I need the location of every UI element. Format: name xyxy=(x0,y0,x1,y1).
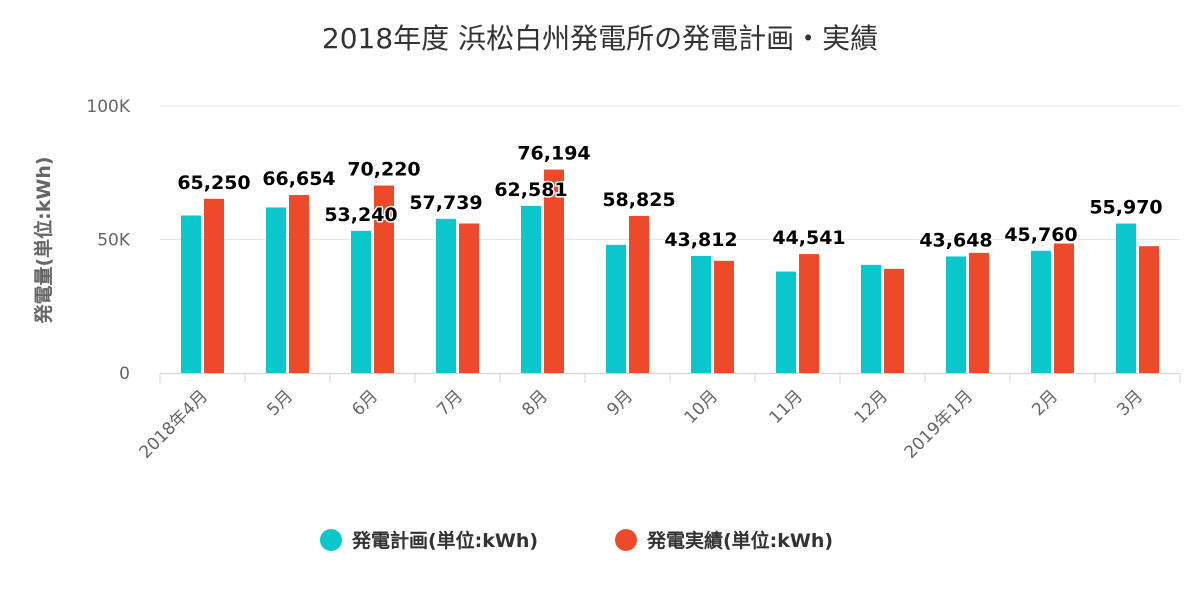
x-tick-label: 2018年4月 xyxy=(136,386,212,462)
x-tick-label: 8月 xyxy=(518,386,552,420)
data-label: 70,220 xyxy=(347,159,420,181)
legend-label: 発電実績(単位:kWh) xyxy=(646,529,833,552)
bar[interactable] xyxy=(1139,246,1159,373)
bar[interactable] xyxy=(799,254,819,373)
x-tick-label: 9月 xyxy=(603,386,637,420)
data-labels: 65,250 66,654 53,240 70,220 57,739 62,581 76,1… xyxy=(176,141,1164,253)
bar[interactable] xyxy=(266,207,286,373)
bar[interactable] xyxy=(969,252,989,373)
bar[interactable] xyxy=(606,244,626,373)
bar[interactable] xyxy=(544,169,564,373)
legend[interactable]: 発電計画(単位:kWh) 発電実績(単位:kWh) xyxy=(320,529,833,552)
x-tick-label: 11月 xyxy=(766,386,807,427)
x-tick-label: 2月 xyxy=(1028,386,1062,420)
bar[interactable] xyxy=(691,256,711,373)
bar[interactable] xyxy=(714,260,734,373)
x-tick-label: 5月 xyxy=(263,386,297,420)
y-axis-label: 発電量(単位:kWh) xyxy=(32,156,55,324)
y-axis-ticks: 0 50K 100K xyxy=(86,97,130,384)
bar[interactable] xyxy=(289,195,309,373)
grid xyxy=(160,105,1180,240)
x-tick-label: 10月 xyxy=(681,386,722,427)
y-tick-label: 100K xyxy=(86,97,130,117)
chart-title: 2018年度 浜松白州発電所の発電計画・実績 xyxy=(322,22,878,55)
data-label: 65,250 xyxy=(177,172,250,194)
bar[interactable] xyxy=(884,268,904,373)
data-label: 57,739 xyxy=(409,192,482,214)
bar[interactable] xyxy=(204,198,224,373)
bar[interactable] xyxy=(1031,250,1051,373)
bar[interactable] xyxy=(946,256,966,373)
data-label: 44,541 xyxy=(772,227,845,249)
data-label: 66,654 xyxy=(262,168,335,190)
bar[interactable] xyxy=(436,218,456,373)
x-tick-label: 2019年1月 xyxy=(901,386,977,462)
x-tick-label: 7月 xyxy=(433,386,467,420)
data-label: 53,240 xyxy=(324,204,397,226)
data-label: 76,194 xyxy=(517,143,590,165)
legend-item[interactable]: 発電計画(単位:kWh) xyxy=(320,529,538,552)
data-label: 62,581 xyxy=(494,179,567,201)
x-tick-label: 6月 xyxy=(348,386,382,420)
legend-label: 発電計画(単位:kWh) xyxy=(351,529,538,552)
data-label: 58,825 xyxy=(602,189,675,211)
data-label: 55,970 xyxy=(1089,197,1162,219)
legend-item[interactable]: 発電実績(単位:kWh) xyxy=(615,529,833,552)
legend-marker xyxy=(615,529,637,551)
legend-marker xyxy=(320,529,342,551)
bar[interactable] xyxy=(459,223,479,373)
x-tick-label: 3月 xyxy=(1113,386,1147,420)
bar[interactable] xyxy=(351,230,371,373)
bar[interactable] xyxy=(861,264,881,373)
y-tick-label: 0 xyxy=(119,364,130,384)
bars xyxy=(181,169,1159,373)
data-label: 43,812 xyxy=(664,229,737,251)
bar[interactable] xyxy=(629,215,649,373)
bar[interactable] xyxy=(1054,243,1074,373)
bar[interactable] xyxy=(1116,223,1136,373)
bar[interactable] xyxy=(374,185,394,373)
data-label: 43,648 xyxy=(919,229,992,251)
x-axis-ticks: 2018年4月 5月 6月 7月 8月 9月 10月 11月 12月 2019年1月 2月 3月 xyxy=(136,373,1181,463)
bar[interactable] xyxy=(776,271,796,373)
data-label: 45,760 xyxy=(1004,224,1077,246)
bar[interactable] xyxy=(521,205,541,373)
y-tick-label: 50K xyxy=(97,231,131,251)
bar[interactable] xyxy=(181,215,201,373)
x-tick-label: 12月 xyxy=(851,386,892,427)
